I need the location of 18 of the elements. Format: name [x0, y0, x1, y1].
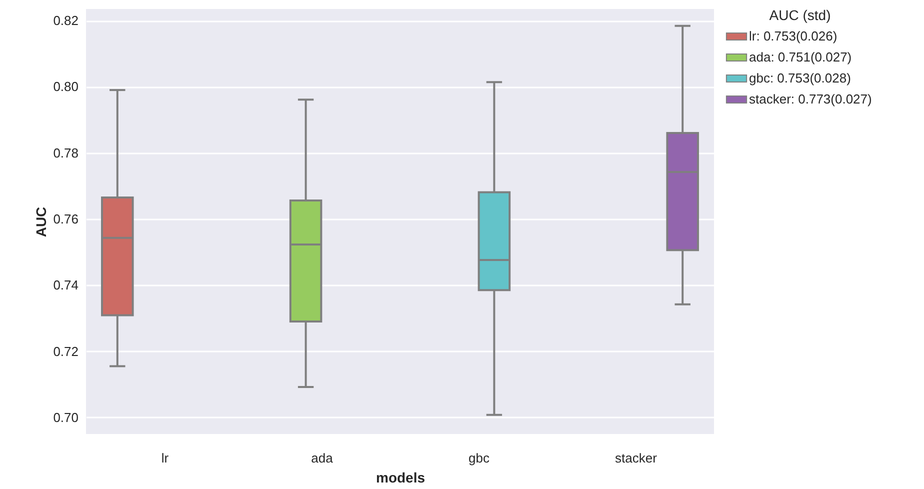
x-tick-label: ada	[311, 450, 334, 466]
legend-label: lr: 0.753(0.026)	[749, 28, 838, 44]
y-axis-title: AUC	[33, 206, 50, 238]
y-tick-label: 0.80	[53, 79, 78, 94]
x-axis-title: models	[376, 470, 426, 486]
x-tick-label: stacker	[615, 450, 658, 466]
x-tick-label: gbc	[468, 450, 490, 466]
x-tick-label: lr	[161, 450, 170, 466]
y-tick-label: 0.74	[53, 278, 78, 293]
y-tick-label: 0.72	[53, 344, 78, 359]
y-tick-label: 0.76	[53, 212, 78, 227]
legend-label: gbc: 0.753(0.028)	[749, 70, 851, 86]
legend-title: AUC (std)	[769, 7, 831, 23]
y-tick-label: 0.70	[53, 410, 78, 425]
legend-label: ada: 0.751(0.027)	[749, 50, 852, 64]
y-tick-label: 0.78	[53, 145, 78, 160]
y-tick-label: 0.82	[53, 13, 78, 28]
legend-label: stacker: 0.773(0.027)	[749, 92, 872, 106]
